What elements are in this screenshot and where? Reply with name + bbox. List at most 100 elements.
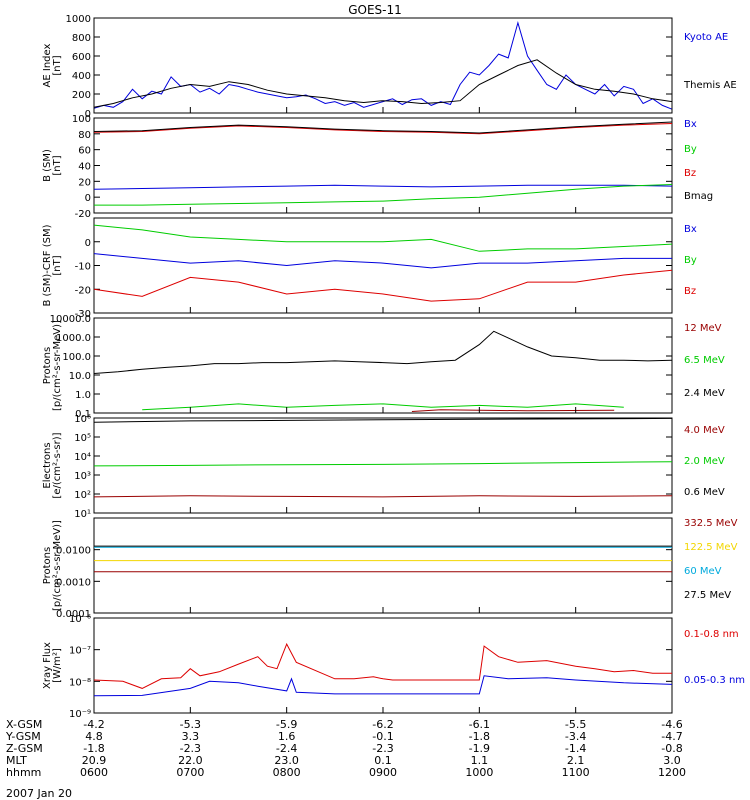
plot-title: GOES-11 xyxy=(348,3,402,17)
legend-entry: 60 MeV xyxy=(684,566,722,577)
x-axis-value: -6.2 xyxy=(372,718,393,731)
y-tick-label: 0 xyxy=(85,109,91,120)
y-tick-label: 600 xyxy=(72,52,91,63)
legend-entry: Bmag xyxy=(684,191,713,202)
y-tick-label: 10⁴ xyxy=(74,452,91,463)
panel-frame xyxy=(93,17,673,114)
x-axis-value: 20.9 xyxy=(82,754,107,767)
y-tick-label: 1.0 xyxy=(75,390,91,401)
legend-entry: Bz xyxy=(684,286,696,297)
series-line-by xyxy=(93,224,673,252)
legend-entry: 12 MeV xyxy=(684,323,722,334)
x-axis-value: -1.4 xyxy=(565,742,586,755)
y-axis-label: B (SM) xyxy=(42,149,53,182)
legend-entry: 27.5 MeV xyxy=(684,590,731,601)
x-axis-value: -4.6 xyxy=(661,718,682,731)
legend-entry: Kyoto AE xyxy=(684,32,728,43)
x-axis-value: -4.2 xyxy=(83,718,104,731)
panel-frame xyxy=(93,617,673,714)
panel-2: -20 0 20 40 60 80 100 B (SM) [nT] Bx By Bz Bmag xyxy=(42,114,713,220)
y-tick-label: 100 xyxy=(72,114,91,125)
x-axis-value: 3.0 xyxy=(663,754,681,767)
y-axis-label: [e/(cm²-s-sr)] xyxy=(52,432,63,498)
x-axis-value: 22.0 xyxy=(178,754,203,767)
y-tick-label: 10¹ xyxy=(74,509,91,520)
series-line-bx xyxy=(93,184,673,190)
series-line-0-05-0-3-nm xyxy=(93,675,673,697)
y-tick-label: 400 xyxy=(72,71,91,82)
legend-entry: 0.1-0.8 nm xyxy=(684,629,739,640)
y-tick-label: -10 xyxy=(75,262,91,273)
y-axis-label: Electrons xyxy=(42,442,53,488)
series-line-bmag xyxy=(93,121,673,134)
panel-5: 10¹ 10² 10³ 10⁴ 10⁵ 10⁶ Electrons [e/(cm²-s-sr)… xyxy=(42,414,725,520)
x-axis-value: 1100 xyxy=(562,766,590,779)
y-tick-label: 10000.0 xyxy=(50,314,91,325)
y-tick-label: 10⁻⁶ xyxy=(69,614,91,625)
x-axis-value: -2.3 xyxy=(180,742,201,755)
y-tick-label: 10⁵ xyxy=(74,433,91,444)
x-axis-row-label: MLT xyxy=(6,754,27,767)
y-tick-label: 1000.0 xyxy=(56,333,91,344)
y-tick-label: 20 xyxy=(78,177,91,188)
x-axis-value: -1.8 xyxy=(469,730,490,743)
series-line-6-5-mev xyxy=(142,403,624,411)
y-tick-label: -20 xyxy=(75,209,91,220)
x-axis-value: 2.1 xyxy=(567,754,585,767)
y-tick-label: 0.0100 xyxy=(56,546,91,557)
y-tick-label: 10³ xyxy=(74,471,91,482)
x-axis-row-label: Z-GSM xyxy=(6,742,43,755)
x-axis-value: 1000 xyxy=(465,766,493,779)
y-tick-label: 100.0 xyxy=(62,352,91,363)
x-axis-value: -5.3 xyxy=(180,718,201,731)
y-tick-label: 200 xyxy=(72,90,91,101)
panel-1: 0 200 400 600 800 1000 AE Index [nT] Kyoto AE The… xyxy=(42,14,737,120)
x-axis-value: -6.1 xyxy=(469,718,490,731)
y-axis-label: Protons xyxy=(42,547,53,584)
y-tick-label: 10⁶ xyxy=(74,414,91,425)
y-tick-label: 0 xyxy=(85,193,91,204)
legend-entry: 0.05-0.3 nm xyxy=(684,675,745,686)
y-axis-label: AE Index xyxy=(42,43,53,87)
y-tick-label: 10⁻⁹ xyxy=(69,709,91,720)
y-axis-label: Protons xyxy=(42,347,53,384)
series-line-4-0-mev xyxy=(93,495,673,498)
y-tick-label: 10.0 xyxy=(69,371,91,382)
legend-entry: 332.5 MeV xyxy=(684,518,738,529)
x-axis-value: -0.8 xyxy=(661,742,682,755)
series-line-0-6-mev xyxy=(93,417,673,423)
x-axis-value: 1.1 xyxy=(471,754,489,767)
x-axis-value: 4.8 xyxy=(85,730,103,743)
series-line-2-4-mev xyxy=(93,330,673,374)
x-axis-value: -1.8 xyxy=(83,742,104,755)
y-axis-label: B (SM)-CRF (SM) xyxy=(42,224,53,306)
x-axis-row-label: X-GSM xyxy=(6,718,42,731)
legend-entry: 6.5 MeV xyxy=(684,355,725,366)
series-line-by xyxy=(94,184,673,206)
panel-frame xyxy=(93,317,673,414)
legend-entry: 0.6 MeV xyxy=(684,487,725,498)
series-line-bz xyxy=(93,123,673,135)
y-tick-label: 10⁻⁸ xyxy=(69,677,91,688)
y-tick-label: 0.0001 xyxy=(56,609,91,620)
y-tick-label: -30 xyxy=(75,309,91,320)
x-axis-value: 1.6 xyxy=(278,730,296,743)
panel-frame xyxy=(93,517,673,614)
y-tick-label: 40 xyxy=(78,162,91,173)
legend-entry: 2.0 MeV xyxy=(684,456,725,467)
x-axis-value: 3.3 xyxy=(182,730,200,743)
x-axis-table: X-GSM -4.2 -5.3 -5.9 -6.2 -6.1 -5.5 -4.6 Y-GSM 4.… xyxy=(5,718,686,779)
legend-entry: 122.5 MeV xyxy=(684,542,738,553)
x-axis-value: -0.1 xyxy=(372,730,393,743)
x-axis-value: -3.4 xyxy=(565,730,586,743)
y-tick-label: 10² xyxy=(74,490,91,501)
y-tick-label: 1000 xyxy=(66,14,91,25)
legend-entry: Bx xyxy=(684,224,697,235)
x-axis-value: 0.1 xyxy=(374,754,392,767)
panel-3: -30 -20 -10 0 B (SM)-CRF (SM) [nT] Bx By Bz xyxy=(42,217,697,320)
series-line-0-1-0-8-nm xyxy=(93,642,672,689)
x-axis-value: -5.5 xyxy=(565,718,586,731)
x-axis-value: 1200 xyxy=(658,766,686,779)
